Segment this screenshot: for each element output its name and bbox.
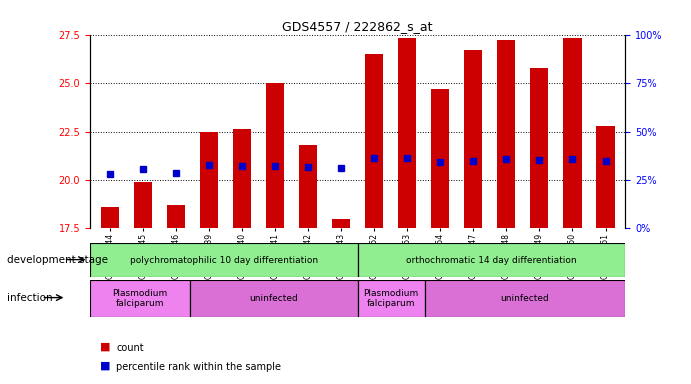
Bar xyxy=(90,243,358,277)
Bar xyxy=(190,280,358,317)
Text: ■: ■ xyxy=(100,361,111,371)
Bar xyxy=(299,145,317,228)
Text: development stage: development stage xyxy=(7,255,108,265)
Bar xyxy=(167,205,185,228)
Bar xyxy=(358,243,625,277)
Bar xyxy=(133,182,152,228)
Bar xyxy=(563,38,582,228)
Bar xyxy=(332,219,350,228)
Bar xyxy=(266,83,284,228)
Bar xyxy=(498,40,515,228)
Bar xyxy=(530,68,549,228)
Title: GDS4557 / 222862_s_at: GDS4557 / 222862_s_at xyxy=(283,20,433,33)
Bar xyxy=(90,280,190,317)
Bar xyxy=(431,89,449,228)
Text: Plasmodium
falciparum: Plasmodium falciparum xyxy=(363,289,419,308)
Text: count: count xyxy=(116,343,144,353)
Text: Plasmodium
falciparum: Plasmodium falciparum xyxy=(113,289,168,308)
Text: infection: infection xyxy=(7,293,53,303)
Bar xyxy=(365,54,384,228)
Bar xyxy=(464,50,482,228)
Bar xyxy=(398,38,416,228)
Bar xyxy=(424,280,625,317)
Text: polychromatophilic 10 day differentiation: polychromatophilic 10 day differentiatio… xyxy=(130,256,318,265)
Text: percentile rank within the sample: percentile rank within the sample xyxy=(116,362,281,372)
Bar xyxy=(596,126,614,228)
Text: orthochromatic 14 day differentiation: orthochromatic 14 day differentiation xyxy=(406,256,577,265)
Text: ■: ■ xyxy=(100,342,111,352)
Text: uninfected: uninfected xyxy=(249,294,299,303)
Bar xyxy=(233,129,251,228)
Bar xyxy=(358,280,424,317)
Bar xyxy=(200,131,218,228)
Bar xyxy=(101,207,119,228)
Text: uninfected: uninfected xyxy=(500,294,549,303)
